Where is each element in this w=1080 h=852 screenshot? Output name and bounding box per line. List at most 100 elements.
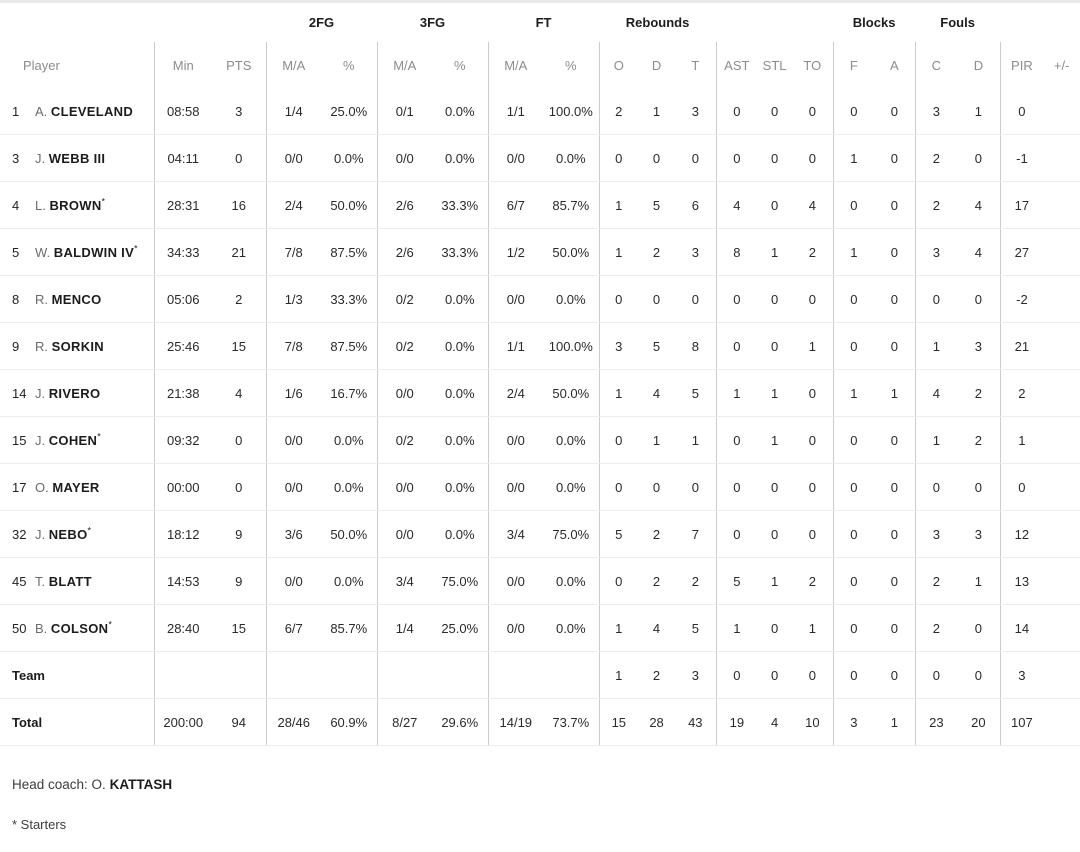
col-header-pts: PTS (226, 57, 252, 73)
cell-reb-o: 15 (598, 698, 639, 746)
cell-blk-f: 0 (832, 463, 875, 511)
player-row[interactable]: 9 R. SORKIN 25:46 15 7/8 87.5% 0/2 0.0% 1/1 100.0… (0, 322, 1080, 370)
group-blocks: Blocks (852, 15, 896, 30)
cell-to: 0 (792, 463, 834, 511)
cell-reb-d: 0 (638, 275, 676, 323)
cell-ast: 0 (715, 275, 758, 323)
group-2fg: 2FG (308, 15, 335, 30)
starter-mark: * (108, 619, 112, 630)
cell-pir: 1 (999, 416, 1044, 464)
group-spacer (1000, 3, 1080, 42)
player-name: R. MENCO (30, 275, 154, 323)
cell-3fg-pct: 75.0% (432, 557, 489, 605)
cell-blk-a: 0 (874, 88, 916, 135)
col-header-ft-ma: M/A (487, 42, 544, 88)
cell-to: 0 (792, 369, 834, 417)
cell-ft-pct: 0.0% (543, 134, 600, 182)
cell-to: 2 (792, 228, 834, 276)
col-header-3fg-pct: % (453, 57, 466, 73)
cell-ft-ma: 1/1 (487, 88, 544, 135)
player-initial: R. (35, 338, 52, 354)
cell-3fg-ma: 0/2 (376, 416, 433, 464)
cell-3fg-ma: 2/6 (376, 228, 433, 276)
cell-ast: 0 (715, 322, 758, 370)
cell-ast: 1 (715, 604, 758, 652)
cell-pts: 0 (212, 416, 266, 464)
player-surname: RIVERO (48, 385, 101, 401)
cell-2fg-pct: 60.9% (321, 698, 378, 746)
cell-ft-ma: 3/4 (487, 510, 544, 558)
cell-2fg-pct: 87.5% (321, 322, 378, 370)
player-row[interactable]: 5 W. BALDWIN IV* 34:33 21 7/8 87.5% 2/6 33.3% 1/… (0, 228, 1080, 276)
cell-ft-ma: 0/0 (487, 604, 544, 652)
cell-min: 28:31 (153, 181, 212, 229)
cell-3fg-ma: 0/0 (376, 510, 433, 558)
cell-2fg-ma (265, 651, 321, 699)
player-row[interactable]: 14 J. RIVERO 21:38 4 1/6 16.7% 0/0 0.0% 2/4 50.0%… (0, 369, 1080, 417)
player-surname: BALDWIN IV (53, 244, 135, 260)
player-initial: A. (35, 103, 51, 119)
player-number: 4 (0, 181, 30, 229)
cell-foul-c: 3 (914, 88, 958, 135)
cell-ft-pct: 0.0% (543, 275, 600, 323)
cell-blk-f: 1 (832, 134, 875, 182)
col-header-foul-d: D (973, 57, 984, 73)
cell-ast: 0 (715, 463, 758, 511)
cell-ft-ma: 0/0 (487, 463, 544, 511)
player-row[interactable]: 4 L. BROWN* 28:31 16 2/4 50.0% 2/6 33.3% 6/7 85.7… (0, 181, 1080, 229)
cell-2fg-ma: 6/7 (265, 604, 321, 652)
player-row[interactable]: 17 O. MAYER 00:00 0 0/0 0.0% 0/0 0.0% 0/0 0.0% 0 0 0… (0, 463, 1080, 511)
cell-2fg-ma: 1/4 (265, 88, 321, 135)
cell-3fg-pct: 0.0% (432, 416, 489, 464)
cell-pts: 9 (212, 557, 266, 605)
cell-plus-minus (1043, 275, 1080, 323)
player-surname: WEBB III (48, 150, 106, 166)
cell-reb-t: 0 (675, 275, 717, 323)
cell-reb-o: 1 (598, 604, 639, 652)
cell-ft-ma: 1/1 (487, 322, 544, 370)
cell-foul-c: 4 (914, 369, 958, 417)
cell-3fg-pct: 0.0% (432, 275, 489, 323)
cell-reb-o: 3 (598, 322, 639, 370)
cell-min: 09:32 (153, 416, 212, 464)
cell-pir: 13 (999, 557, 1044, 605)
cell-reb-t: 5 (675, 369, 717, 417)
cell-3fg-ma: 0/2 (376, 275, 433, 323)
cell-pir: 17 (999, 181, 1044, 229)
cell-foul-d: 0 (957, 651, 1001, 699)
cell-blk-f: 0 (832, 651, 875, 699)
player-number: 32 (0, 510, 30, 558)
player-row[interactable]: 1 A. CLEVELAND 08:58 3 1/4 25.0% 0/1 0.0% 1/1 100… (0, 88, 1080, 135)
cell-reb-d: 1 (638, 88, 676, 135)
summary-row: Total 200:00 94 28/46 60.9% 8/27 29.6% 14/19 73.… (0, 698, 1080, 746)
cell-2fg-pct: 85.7% (321, 604, 378, 652)
cell-foul-c: 0 (914, 275, 958, 323)
cell-ast: 0 (715, 651, 758, 699)
cell-min: 34:33 (153, 228, 212, 276)
cell-ft-ma: 2/4 (487, 369, 544, 417)
cell-pts: 94 (212, 698, 266, 746)
player-row[interactable]: 3 J. WEBB III 04:11 0 0/0 0.0% 0/0 0.0% 0/0 0.0% 0… (0, 134, 1080, 182)
cell-reb-o: 1 (598, 181, 639, 229)
cell-2fg-ma: 1/6 (265, 369, 321, 417)
cell-3fg-pct: 33.3% (432, 181, 489, 229)
player-row[interactable]: 32 J. NEBO* 18:12 9 3/6 50.0% 0/0 0.0% 3/4 75.0% 5… (0, 510, 1080, 558)
player-row[interactable]: 45 T. BLATT 14:53 9 0/0 0.0% 3/4 75.0% 0/0 0.0% 0 2… (0, 557, 1080, 605)
cell-ft-ma: 0/0 (487, 134, 544, 182)
cell-foul-c: 3 (914, 228, 958, 276)
player-row[interactable]: 50 B. COLSON* 28:40 15 6/7 85.7% 1/4 25.0% 0/0 0.… (0, 604, 1080, 652)
column-header-row: Player Min PTS M/A % M/A % M/A % O D T A… (0, 42, 1080, 88)
cell-3fg-ma: 0/0 (376, 463, 433, 511)
col-header-ast: AST (715, 42, 758, 88)
cell-2fg-pct: 50.0% (321, 181, 378, 229)
player-name: B. COLSON* (30, 604, 154, 652)
player-row[interactable]: 15 J. COHEN* 09:32 0 0/0 0.0% 0/2 0.0% 0/0 0.0% 0 1… (0, 416, 1080, 464)
cell-pir: 0 (999, 88, 1044, 135)
player-number: 5 (0, 228, 30, 276)
col-header-2fg-pct: % (342, 57, 355, 73)
player-row[interactable]: 8 R. MENCO 05:06 2 1/3 33.3% 0/2 0.0% 0/0 0.0% 0 0 0… (0, 275, 1080, 323)
cell-ft-ma: 0/0 (487, 557, 544, 605)
cell-min: 05:06 (153, 275, 212, 323)
cell-pts: 15 (212, 604, 266, 652)
cell-blk-a: 0 (874, 416, 916, 464)
